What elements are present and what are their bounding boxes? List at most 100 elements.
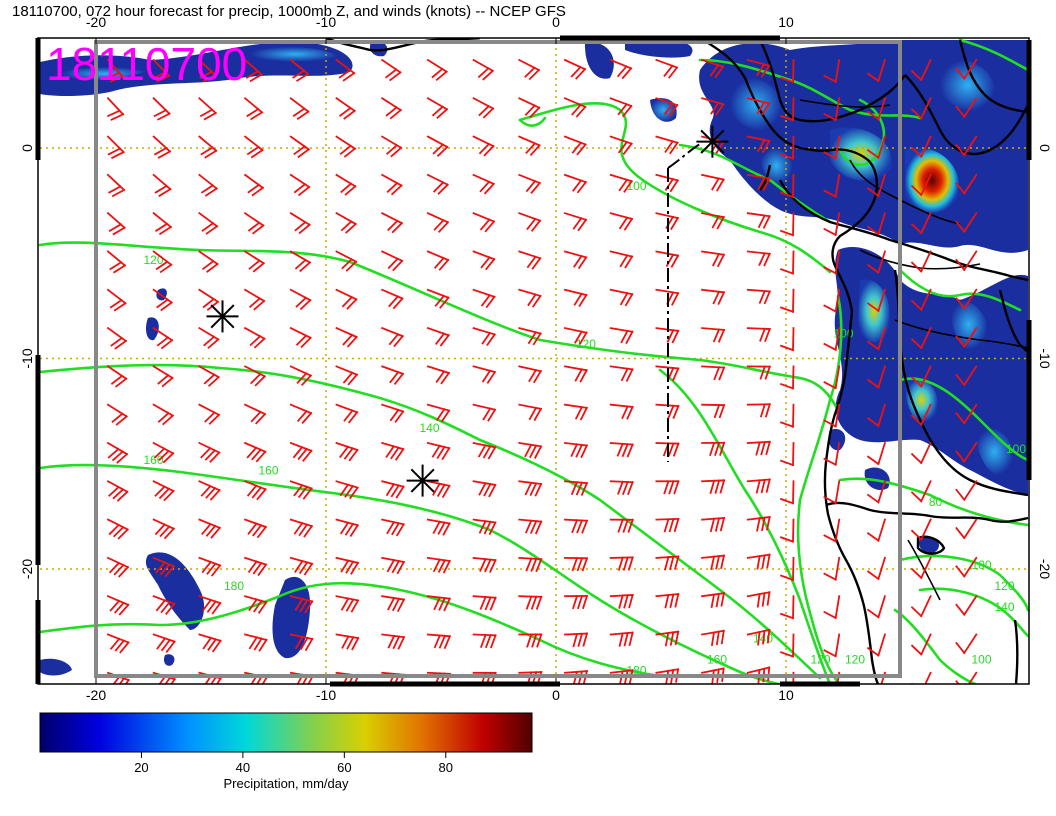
wind-barb bbox=[472, 97, 495, 119]
wind-barb bbox=[563, 212, 588, 232]
barb-flag bbox=[253, 599, 263, 613]
barb-staff bbox=[426, 633, 451, 638]
wind-barb bbox=[779, 97, 795, 122]
barb-flag bbox=[762, 177, 771, 191]
barb-flag bbox=[393, 372, 405, 386]
barb-flag bbox=[866, 378, 880, 389]
barb-staff bbox=[426, 595, 451, 600]
barb-flag bbox=[779, 191, 795, 199]
barb-staff bbox=[792, 288, 795, 313]
barb-flag bbox=[431, 67, 444, 79]
barb-staff bbox=[335, 441, 359, 452]
wind-barb bbox=[823, 250, 841, 275]
barb-flag bbox=[438, 258, 450, 271]
wind-barb bbox=[381, 365, 405, 386]
barb-staff bbox=[106, 135, 125, 154]
barb-flag bbox=[758, 289, 766, 304]
barb-staff bbox=[289, 480, 313, 490]
barb-flag bbox=[572, 179, 583, 192]
barb-flag bbox=[152, 71, 167, 79]
barb-flag bbox=[618, 178, 629, 192]
barb-staff bbox=[152, 441, 175, 455]
barb-staff bbox=[792, 327, 795, 352]
barb-flag bbox=[301, 411, 313, 424]
barb-flag bbox=[154, 485, 166, 497]
barb-flag bbox=[203, 335, 216, 347]
wind-barb bbox=[746, 478, 771, 494]
wind-barb bbox=[955, 250, 978, 272]
wind-barb bbox=[426, 250, 450, 271]
barb-staff bbox=[243, 326, 266, 340]
wind-barb bbox=[823, 480, 841, 505]
wind-barb bbox=[243, 97, 264, 121]
wind-barb bbox=[106, 58, 124, 83]
border-path bbox=[894, 319, 1029, 349]
wind-barb bbox=[701, 516, 726, 533]
barb-flag bbox=[866, 302, 880, 313]
contour-line bbox=[796, 294, 843, 684]
barb-flag bbox=[165, 602, 176, 616]
barb-flag bbox=[571, 141, 583, 154]
barb-flag bbox=[483, 182, 495, 195]
wind-barb bbox=[779, 442, 795, 467]
precip-blob bbox=[919, 536, 940, 554]
wind-barb bbox=[198, 97, 218, 121]
barb-flag bbox=[580, 444, 589, 459]
barb-staff bbox=[920, 595, 932, 618]
wind-barb bbox=[955, 97, 978, 118]
barb-staff bbox=[877, 135, 887, 159]
barb-staff bbox=[746, 553, 771, 559]
wind-barb bbox=[701, 554, 726, 571]
wind-barb bbox=[106, 365, 128, 388]
wind-barb bbox=[152, 518, 176, 540]
barb-flag bbox=[478, 482, 487, 496]
barb-staff bbox=[380, 211, 404, 225]
wind-barb bbox=[779, 633, 795, 658]
barb-flag bbox=[384, 68, 398, 79]
barb-flag bbox=[581, 557, 589, 572]
wind-barb bbox=[243, 518, 268, 539]
barb-staff bbox=[920, 212, 932, 235]
barb-staff bbox=[877, 403, 887, 427]
barb-flag bbox=[108, 223, 123, 233]
barb-staff bbox=[963, 518, 978, 540]
barb-flag bbox=[477, 444, 487, 458]
barb-flag bbox=[440, 409, 451, 423]
barb-staff bbox=[963, 671, 978, 684]
barb-flag bbox=[250, 410, 262, 423]
wind-barb bbox=[910, 595, 932, 618]
wind-barb bbox=[518, 212, 542, 232]
barb-flag bbox=[534, 445, 543, 459]
wind-barb bbox=[243, 288, 266, 311]
barb-flag bbox=[250, 372, 262, 385]
barb-staff bbox=[746, 516, 771, 521]
lat-tick-label: -10 bbox=[1037, 348, 1053, 368]
barb-flag bbox=[570, 443, 579, 458]
barb-flag bbox=[663, 518, 670, 533]
contour-line bbox=[958, 38, 1029, 72]
barb-flag bbox=[247, 221, 261, 232]
barb-flag bbox=[616, 442, 624, 457]
barb-flag bbox=[955, 258, 966, 272]
wind-barb bbox=[701, 288, 726, 305]
barb-staff bbox=[518, 58, 541, 72]
barb-staff bbox=[746, 628, 771, 636]
wind-barb bbox=[381, 595, 406, 613]
barb-staff bbox=[963, 250, 978, 272]
barb-staff bbox=[335, 326, 358, 339]
wind-barb bbox=[381, 556, 406, 575]
barb-flag bbox=[163, 489, 175, 502]
barb-flag bbox=[756, 517, 761, 532]
barb-flag bbox=[110, 675, 121, 684]
barb-staff bbox=[381, 326, 404, 338]
barb-staff bbox=[563, 327, 588, 334]
barb-staff bbox=[655, 365, 680, 370]
barb-staff bbox=[289, 326, 312, 340]
barb-flag bbox=[668, 103, 679, 117]
wind-barb bbox=[910, 480, 932, 503]
barb-flag bbox=[347, 411, 359, 424]
barb-flag bbox=[295, 334, 308, 346]
barb-staff bbox=[563, 403, 588, 409]
barb-staff bbox=[701, 212, 725, 219]
barb-flag bbox=[666, 329, 675, 343]
